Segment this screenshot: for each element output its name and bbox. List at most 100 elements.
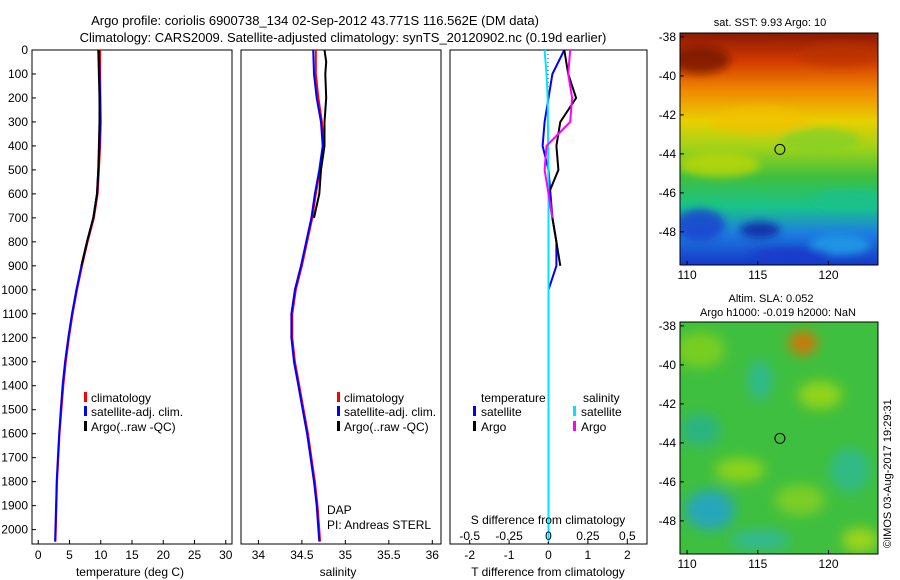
x-tick-label: 0 <box>545 548 552 562</box>
x-tick-label: 35 <box>339 548 353 562</box>
x-tick-label: 36 <box>426 548 440 562</box>
difference-x-ticks: -2 -1 0 1 2 <box>464 540 631 562</box>
x-tick-label: 34.5 <box>290 548 314 562</box>
sla-patch <box>685 490 735 530</box>
map-y-tick-label: -40 <box>659 69 677 83</box>
map-x-tick-label: 110 <box>678 268 697 282</box>
legend-swatch-satellite <box>84 406 87 416</box>
legend-label-s-satellite: satellite <box>581 405 622 419</box>
title-line-2: Climatology: CARS2009. Satellite-adjuste… <box>80 30 607 45</box>
y-tick-label: 1600 <box>1 427 28 441</box>
y-tick-label: 200 <box>8 91 28 105</box>
sst-patch <box>680 209 725 241</box>
y-tick-label: 1200 <box>1 331 28 345</box>
x-tick-label: 25 <box>188 548 202 562</box>
copyright-stamp: ©IMOS 03-Aug-2017 19:29:31 <box>882 399 894 548</box>
legend-swatch-t-argo <box>473 421 476 431</box>
sst-patch <box>780 128 860 152</box>
map-y-tick-label: -48 <box>659 514 677 528</box>
t-difference-label: T difference from climatology <box>471 565 625 579</box>
sla-patch <box>715 458 765 482</box>
s-difference-ticks: -0.5 -0.25 0 0.25 0.5 <box>459 529 636 543</box>
title-line-1: Argo profile: coriolis 6900738_134 02-Se… <box>91 13 539 28</box>
x-tick-label: -1 <box>504 548 515 562</box>
legend-swatch-s-argo <box>573 421 576 431</box>
temperature-panel: 0100200300400500600700800900100011001200… <box>1 43 232 579</box>
argo-position-marker <box>774 143 786 155</box>
s-difference-label: S difference from climatology <box>471 513 626 527</box>
y-tick-label: 800 <box>8 235 28 249</box>
y-tick-label: 2000 <box>1 523 28 537</box>
series-line <box>543 49 550 542</box>
map-y-tick-label: -42 <box>659 108 677 122</box>
map-y-tick-label: -42 <box>659 397 677 411</box>
sst-patch <box>800 43 878 67</box>
dap-label: DAP <box>327 503 352 517</box>
legend-label-t-argo: Argo <box>481 420 507 434</box>
depth-ticks: 0 100 200 300 400 500 600 700 800 900 1000 1100 1200… <box>1 43 36 537</box>
map-x-tick-label: 120 <box>818 557 838 571</box>
pi-label: PI: Andreas STERL <box>327 518 431 532</box>
x-tick-label: 35.5 <box>377 548 401 562</box>
legend-swatch-t-satellite <box>473 406 476 416</box>
sla-map-title-line-1: Altim. SLA: 0.052 <box>729 293 814 305</box>
y-tick-label: 1000 <box>1 283 28 297</box>
x-tick-label: 2 <box>624 548 631 562</box>
x-tick-label: 20 <box>157 548 171 562</box>
sla-patch <box>789 331 817 355</box>
map-y-tick-label: -44 <box>659 436 677 450</box>
x-tick-label: 10 <box>94 548 108 562</box>
y-tick-label: 700 <box>8 211 28 225</box>
y-tick-label: 600 <box>8 187 28 201</box>
salinity-x-label: salinity <box>320 565 357 579</box>
y-tick-label: 0 <box>21 43 28 57</box>
legend-swatch-argo <box>337 421 340 431</box>
sst-patches <box>680 43 878 263</box>
map-x-tick-label: 115 <box>748 557 767 571</box>
temperature-x-ticks: 0 5 10 15 20 25 30 <box>35 540 233 562</box>
y-tick-label: 1100 <box>2 307 28 321</box>
legend-label-t-satellite: satellite <box>481 405 522 419</box>
legend-title-temperature: temperature <box>481 391 546 405</box>
s-tick-label: 0.5 <box>619 529 636 543</box>
map-y-tick-label: -38 <box>659 30 677 44</box>
sst-map-frame <box>679 32 879 266</box>
y-tick-label: 1300 <box>1 355 28 369</box>
s-tick-label: 0 <box>545 529 552 543</box>
sla-map-frame <box>679 321 879 555</box>
sla-patch <box>798 381 842 409</box>
legend-title-salinity: salinity <box>583 391 620 405</box>
legend-label-satellite: satellite-adj. clim. <box>91 405 183 419</box>
difference-legend: temperature salinity satellite Argo sate… <box>473 391 622 434</box>
legend-label-s-argo: Argo <box>581 420 607 434</box>
sst-patch <box>750 247 830 263</box>
y-tick-label: 900 <box>8 259 28 273</box>
map-y-tick-label: -40 <box>659 358 677 372</box>
salinity-profiles <box>290 49 328 542</box>
y-tick-label: 1800 <box>1 475 28 489</box>
y-tick-label: 100 <box>8 67 28 81</box>
sla-map-ticks: 110 115 120 -38 -40 -42 -44 -46 -48 <box>659 319 839 571</box>
series-line <box>547 49 578 266</box>
sla-map: Altim. SLA: 0.052 Argo h1000: -0.019 h20… <box>659 293 879 571</box>
sst-patch <box>680 46 730 74</box>
map-x-tick-label: 120 <box>818 268 838 282</box>
sst-patch <box>680 153 760 177</box>
y-tick-label: 1700 <box>1 451 28 465</box>
s-tick-label: -0.5 <box>459 529 480 543</box>
legend-label-argo: Argo(..raw -QC) <box>91 420 176 434</box>
x-tick-label: 30 <box>219 548 233 562</box>
sla-patch <box>830 448 870 492</box>
legend-label-satellite: satellite-adj. clim. <box>344 405 436 419</box>
legend-swatch-climatology <box>337 392 340 402</box>
series-line <box>80 49 101 267</box>
sst-patch <box>740 222 780 238</box>
temperature-x-label: temperature (deg C) <box>76 565 184 579</box>
series-line <box>543 49 574 219</box>
temperature-axes-frame <box>31 49 233 545</box>
difference-profiles <box>541 49 578 542</box>
x-tick-label: 34 <box>252 548 266 562</box>
y-tick-label: 1900 <box>1 499 28 513</box>
map-x-tick-label: 115 <box>748 268 767 282</box>
sst-map: sat. SST: 9.93 Argo: 10 110 115 120 -38 -40 -… <box>659 17 879 282</box>
